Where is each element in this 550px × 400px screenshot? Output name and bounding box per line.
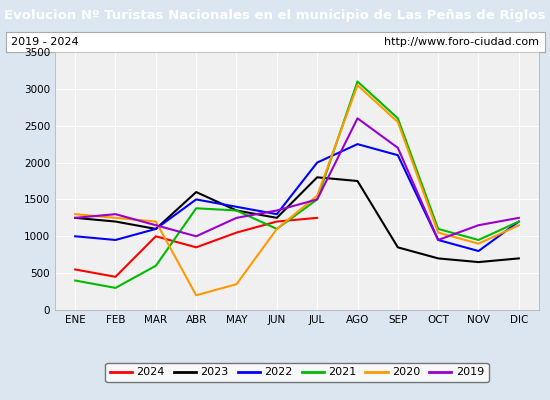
Text: 2019 - 2024: 2019 - 2024 [11,37,79,47]
Text: Evolucion Nº Turistas Nacionales en el municipio de Las Peñas de Riglos: Evolucion Nº Turistas Nacionales en el m… [4,8,546,22]
Text: http://www.foro-ciudad.com: http://www.foro-ciudad.com [384,37,539,47]
Legend: 2024, 2023, 2022, 2021, 2020, 2019: 2024, 2023, 2022, 2021, 2020, 2019 [106,363,488,382]
